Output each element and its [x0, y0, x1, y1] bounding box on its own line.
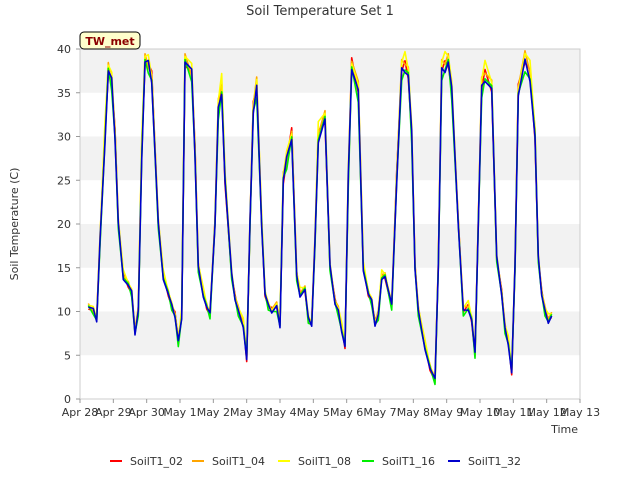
x-tick-label: Apr 28 [62, 406, 99, 419]
grid-band [80, 49, 580, 93]
y-axis-label: Soil Temperature (C) [8, 168, 21, 281]
legend-label: SoilT1_08 [298, 455, 351, 468]
x-tick-label: May 5 [297, 406, 330, 419]
x-tick-label: May 12 [527, 406, 567, 419]
legend-label: SoilT1_16 [382, 455, 435, 468]
legend: SoilT1_02 SoilT1_04 SoilT1_08 SoilT1_16 Soil… [110, 455, 521, 468]
y-tick-label: 20 [57, 218, 71, 231]
x-tick-label: May 3 [230, 406, 263, 419]
x-tick-label: May 7 [363, 406, 396, 419]
y-tick-label: 15 [57, 262, 71, 275]
grid-band [80, 92, 580, 137]
y-tick-label: 0 [64, 393, 71, 406]
y-tick-label: 30 [57, 131, 71, 144]
grid-band [80, 355, 580, 399]
x-tick-label: May 10 [460, 406, 500, 419]
grid-band [80, 311, 580, 356]
station-tag: TW_met [79, 31, 141, 50]
legend-label: SoilT1_02 [130, 455, 183, 468]
grid-band [80, 136, 580, 181]
y-tick-label: 25 [57, 174, 71, 187]
x-axis-label: Time [550, 423, 578, 436]
series-line-soilt1_32 [88, 58, 553, 380]
x-tick-label: Apr 29 [95, 406, 132, 419]
x-tick-label: May 9 [430, 406, 463, 419]
station-tag-box [79, 31, 141, 50]
x-tick-label: May 2 [197, 406, 230, 419]
series-lines [87, 50, 553, 386]
y-tick-label: 5 [64, 349, 71, 362]
chart-title: Soil Temperature Set 1 [246, 4, 394, 19]
grid-band [80, 180, 580, 224]
x-tick-label: May 6 [330, 406, 363, 419]
x-tick-label: May 4 [263, 406, 296, 419]
y-tick-label: 35 [57, 87, 71, 100]
x-tick-label: May 13 [560, 406, 600, 419]
x-tick-label: May 8 [397, 406, 430, 419]
x-tick-label: Apr 30 [128, 406, 165, 419]
legend-label: SoilT1_32 [468, 455, 521, 468]
x-tick-label: May 1 [163, 406, 196, 419]
legend-label: SoilT1_04 [212, 455, 265, 468]
y-tick-label: 10 [57, 306, 71, 319]
y-axis: 0 5 10 15 20 25 30 35 40 [57, 43, 80, 406]
grid-bands [80, 49, 580, 399]
x-tick-label: May 11 [493, 406, 533, 419]
station-tag-label: TW_met [85, 35, 134, 48]
y-tick-label: 40 [57, 43, 71, 56]
